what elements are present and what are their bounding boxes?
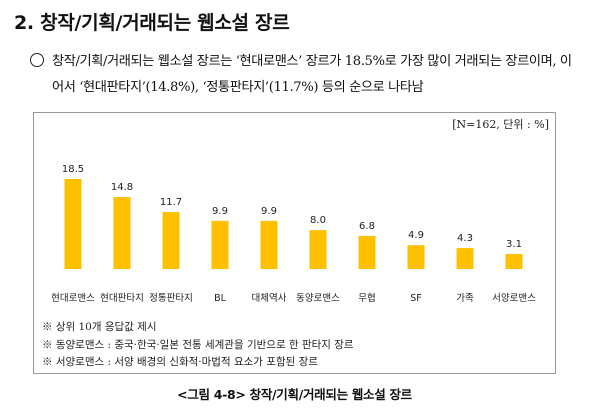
value-label-6: 8.0 [310, 215, 326, 226]
value-label-4: 9.9 [212, 206, 228, 217]
figure-caption: <그림 4-8> 창작/기획/거래되는 웹소설 장르 [177, 387, 412, 402]
bar-6 [309, 230, 327, 269]
section-heading: 2. 창작/기획/거래되는 웹소설 장르 [14, 12, 290, 34]
category-label-8: SF [410, 293, 422, 304]
bar-7 [358, 235, 376, 269]
bar-8 [407, 245, 425, 269]
bar-4 [211, 220, 229, 269]
bar-2 [113, 197, 131, 269]
category-label-10: 서양로맨스 [492, 293, 536, 304]
bar-1 [64, 179, 82, 269]
category-label-2: 현대판타지 [100, 293, 144, 304]
note-eastern-romance: ※ 동양로맨스 : 중국·한국·일본 전통 세계관을 기반으로 한 판타지 장르 [42, 338, 354, 351]
category-label-5: 대체역사 [252, 293, 287, 304]
value-label-3: 11.7 [160, 197, 182, 208]
category-label-1: 현대로맨스 [51, 293, 95, 304]
chart-notes: ※ 상위 10개 응답값 제시 ※ 동양로맨스 : 중국·한국·일본 전통 세계… [42, 319, 354, 372]
bar-3 [162, 212, 180, 269]
bar-9 [456, 248, 474, 269]
value-label-5: 9.9 [261, 206, 277, 217]
category-label-6: 동양로맨스 [296, 293, 340, 304]
value-label-10: 3.1 [506, 239, 522, 250]
value-label-1: 18.5 [62, 164, 84, 175]
note-western-romance: ※ 서양로맨스 : 서양 배경의 신화적·마법적 요소가 포함된 장르 [42, 356, 318, 368]
category-label-3: 정통판타지 [149, 293, 193, 304]
value-label-8: 4.9 [408, 230, 424, 241]
unit-note: [N=162, 단위 : %] [452, 118, 549, 131]
category-label-7: 무협 [358, 292, 375, 304]
chart-figure: [N=162, 단위 : %] 18.5 현대로맨스 14.8 현대판타지 11.7 정통… [33, 112, 556, 374]
category-label-9: 가족 [456, 293, 474, 304]
value-label-2: 14.8 [111, 182, 133, 193]
bar-5 [260, 220, 278, 269]
category-label-4: BL [214, 293, 227, 304]
value-label-7: 6.8 [359, 221, 375, 232]
bullet-circle-icon [30, 53, 44, 67]
summary-text: 창작/기획/거래되는 웹소설 장르는 ‘현대로맨스’ 장르가 18.5%로 가장… [52, 54, 572, 95]
bar-10 [505, 253, 523, 269]
value-label-9: 4.3 [457, 233, 473, 244]
bar-chart: 18.5 현대로맨스 14.8 현대판타지 11.7 정통판타지 9.9 BL 9.9 대체역사 8… [51, 164, 536, 304]
note-top10: ※ 상위 10개 응답값 제시 [42, 321, 157, 333]
